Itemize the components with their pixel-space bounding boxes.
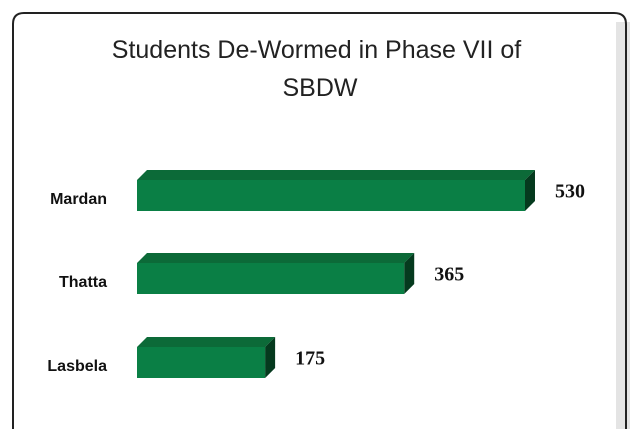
chart-title: Students De-Wormed in Phase VII of SBDW: [112, 36, 528, 102]
bar-top: [137, 170, 535, 180]
title-line: SBDW: [283, 74, 358, 102]
bar: [137, 263, 405, 294]
bar-top: [137, 253, 415, 263]
bar: [137, 180, 525, 211]
bar-side: [525, 170, 535, 211]
bar-side: [404, 253, 415, 294]
title-line: Students De-Wormed in Phase VII of: [112, 36, 522, 64]
category-label: Mardan: [50, 191, 107, 208]
frame: [12, 12, 627, 429]
shadow: [616, 22, 630, 429]
category-label: Lasbela: [47, 358, 107, 375]
bar: [137, 347, 266, 378]
bar-top: [137, 337, 276, 347]
category-label: Thatta: [59, 274, 107, 291]
data-label: 530: [555, 181, 585, 203]
data-label: 365: [434, 264, 464, 286]
bar-side: [265, 337, 276, 378]
data-label: 175: [295, 348, 325, 370]
